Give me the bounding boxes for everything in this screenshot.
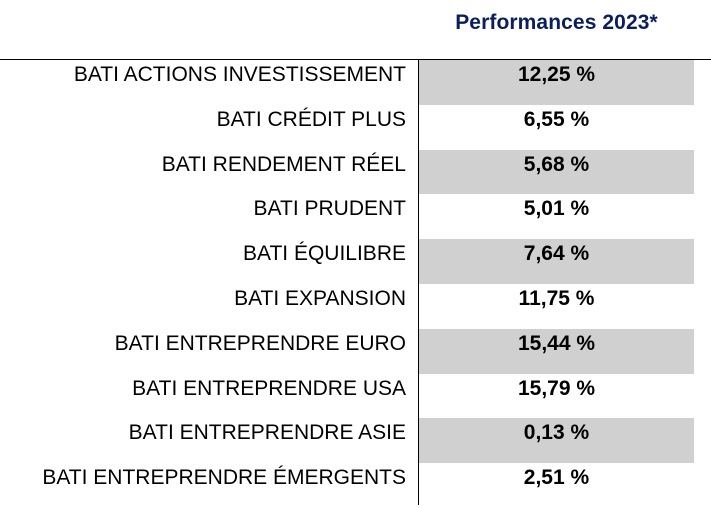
table-row: BATI ENTREPRENDRE USA 15,79 % [0, 374, 711, 419]
fund-name: BATI ENTREPRENDRE ASIE [128, 421, 406, 445]
fund-name: BATI RENDEMENT RÉEL [161, 152, 406, 176]
fund-name: BATI ENTREPRENDRE USA [132, 376, 406, 400]
performance-value: 5,68 % [419, 149, 694, 195]
fund-name: BATI ÉQUILIBRE [243, 242, 406, 266]
table-row: BATI CRÉDIT PLUS 6,55 % [0, 105, 711, 150]
performance-value: 0,13 % [419, 418, 694, 464]
performance-table: BATI ACTIONS INVESTISSEMENT 12,25 % BATI… [0, 60, 711, 508]
performance-value: 7,64 % [419, 239, 694, 284]
table-row: BATI ACTIONS INVESTISSEMENT 12,25 % [0, 60, 711, 105]
table-row: BATI ÉQUILIBRE 7,64 % [0, 239, 711, 284]
performance-value: 15,44 % [419, 328, 694, 374]
performance-value: 11,75 % [518, 286, 595, 310]
fund-name: BATI PRUDENT [253, 197, 406, 221]
fund-name: BATI ENTREPRENDRE EURO [114, 331, 406, 355]
table-row: BATI RENDEMENT RÉEL 5,68 % [0, 149, 711, 195]
performance-value: 12,25 % [419, 60, 694, 105]
fund-name: BATI ENTREPRENDRE ÉMERGENTS [42, 466, 406, 490]
performance-value: 6,55 % [523, 107, 590, 131]
column-header-performances: Performances 2023* [455, 11, 658, 34]
performance-value: 5,01 % [523, 197, 590, 221]
table-row: BATI ENTREPRENDRE ÉMERGENTS 2,51 % [0, 463, 711, 508]
fund-name: BATI EXPANSION [234, 286, 406, 310]
performance-value: 15,79 % [517, 376, 596, 400]
fund-name: BATI ACTIONS INVESTISSEMENT [73, 63, 406, 86]
fund-name: BATI CRÉDIT PLUS [216, 107, 406, 131]
table-row: BATI PRUDENT 5,01 % [0, 194, 711, 239]
table-row: BATI EXPANSION 11,75 % [0, 284, 711, 329]
header-divider [0, 59, 711, 60]
table-row: BATI ENTREPRENDRE ASIE 0,13 % [0, 418, 711, 464]
performance-value: 2,51 % [523, 466, 590, 490]
column-divider [418, 59, 419, 505]
table-row: BATI ENTREPRENDRE EURO 15,44 % [0, 328, 711, 374]
